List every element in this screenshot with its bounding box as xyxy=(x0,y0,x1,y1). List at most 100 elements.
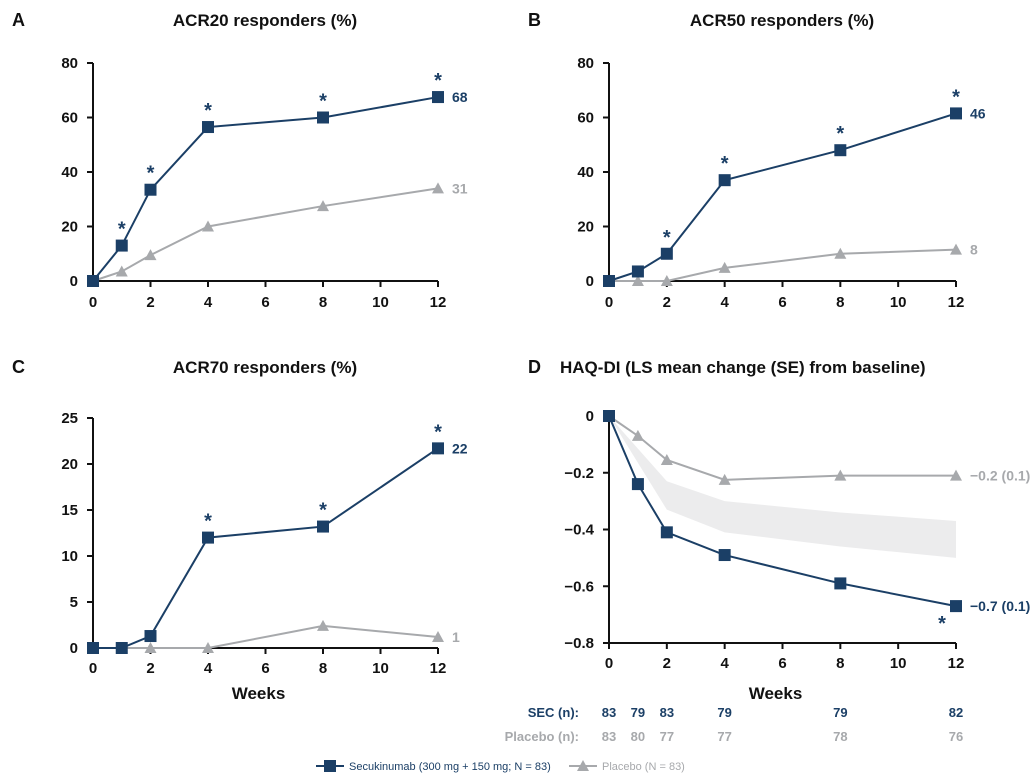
panel-c-placebo-point xyxy=(202,642,214,653)
panel-b-secukinumab-significance-star: * xyxy=(721,153,729,175)
panel-b-placebo-line xyxy=(609,248,957,282)
panel-d-secukinumab-end-label: −0.7 (0.1) xyxy=(970,598,1030,614)
panel-a-x-tick-label: 8 xyxy=(319,294,327,311)
n-at-risk-value: 79 xyxy=(717,705,731,720)
panel-a-placebo-line xyxy=(92,187,439,282)
panel-d-placebo-point xyxy=(660,453,673,465)
panel-a-placebo-end-label: 31 xyxy=(452,180,468,196)
panel-b-secukinumab-point xyxy=(834,144,847,157)
panel-a-y-tick-label: 20 xyxy=(61,219,78,236)
panel-b-x-tick-label: 8 xyxy=(836,294,844,311)
panel-c-secukinumab-point xyxy=(115,642,128,654)
panel-b-placebo-point xyxy=(631,275,644,286)
panel-a-secukinumab-significance-star: * xyxy=(147,163,155,185)
panel-d-y-tick-label: −0.4 xyxy=(564,522,594,539)
panel-c-secukinumab-point xyxy=(144,630,157,643)
legend-placebo-label: Placebo (N = 83) xyxy=(602,761,685,773)
panel-c-y-tick-label: 5 xyxy=(70,594,78,611)
panel-c-secukinumab-significance-star: * xyxy=(434,421,442,443)
panel-c-x-tick-label: 2 xyxy=(146,660,154,677)
n-at-risk-value: 83 xyxy=(602,705,616,720)
panel-b-secukinumab-point xyxy=(660,247,673,260)
panel-b-secukinumab-significance-star: * xyxy=(663,227,671,249)
panel-a-secukinumab-point xyxy=(87,275,99,287)
n-at-risk-value: 79 xyxy=(833,705,847,720)
panel-b-x-tick-label: 2 xyxy=(663,294,671,311)
panel-c-secukinumab-point xyxy=(87,642,99,654)
panel-d-secukinumab-point xyxy=(631,478,644,491)
panel-c-y-tick-label: 0 xyxy=(70,640,78,657)
panel-c-x-tick-label: 0 xyxy=(89,660,97,677)
panel-c-y-tick-label: 15 xyxy=(61,502,78,519)
panel-d-x-tick-label: 12 xyxy=(948,655,965,672)
panel-c-secukinumab-point xyxy=(317,520,329,533)
panel-c-placebo-end-label: 1 xyxy=(452,629,460,645)
panel-c-secukinumab-point xyxy=(202,531,214,544)
panel-b-placebo-point xyxy=(718,261,731,273)
panel-letter-d: D xyxy=(528,357,541,377)
panel-a-x-tick-label: 12 xyxy=(430,294,447,311)
panel-b-x-tick-label: 6 xyxy=(778,294,786,311)
panel-a-secukinumab-point xyxy=(115,239,128,252)
panel-a-secukinumab-point xyxy=(202,121,214,134)
legend-placebo-marker xyxy=(577,760,589,771)
panel-c-secukinumab-point xyxy=(432,442,444,455)
panel-d-x-axis-label: Weeks xyxy=(749,684,803,703)
panel-b-x-tick-label: 4 xyxy=(720,294,729,311)
panel-a-y-tick-label: 0 xyxy=(70,273,78,290)
panel-a-title: ACR20 responders (%) xyxy=(173,11,357,30)
panel-d-secukinumab-point xyxy=(603,410,615,422)
panel-d-x-tick-label: 4 xyxy=(720,655,729,672)
panel-b-y-tick-label: 60 xyxy=(577,110,594,127)
panel-b-secukinumab-point xyxy=(603,275,615,287)
panel-b-secukinumab-end-label: 46 xyxy=(970,105,986,121)
panel-a-secukinumab-point xyxy=(432,91,444,104)
panel-d-se-band xyxy=(609,416,956,558)
panel-b-secukinumab-significance-star: * xyxy=(952,86,960,108)
panel-a-secukinumab-significance-star: * xyxy=(319,91,327,113)
panel-a-y-tick-label: 60 xyxy=(61,110,78,127)
panel-a-x-tick-label: 6 xyxy=(261,294,269,311)
panel-c-secukinumab-significance-star: * xyxy=(204,511,212,533)
panel-a-secukinumab-end-label: 68 xyxy=(452,89,468,105)
panel-d-placebo-point xyxy=(950,469,962,481)
panel-d-y-tick-label: −0.2 xyxy=(564,465,594,482)
panel-a-placebo-point xyxy=(432,182,444,194)
panel-a-x-tick-label: 10 xyxy=(372,294,389,311)
panel-d-secukinumab-line xyxy=(608,415,957,608)
panel-d-placebo-point xyxy=(834,469,847,481)
panel-b-y-tick-label: 0 xyxy=(586,273,594,290)
panel-b-placebo-end-label: 8 xyxy=(970,242,978,258)
panel-b-placebo-point xyxy=(660,275,673,286)
panel-c-secukinumab-line xyxy=(93,447,439,649)
legend: Secukinumab (300 mg + 150 mg; N = 83) Pl… xyxy=(316,760,685,773)
panel-c-title: ACR70 responders (%) xyxy=(173,358,357,377)
panel-c-y-tick-label: 25 xyxy=(61,410,78,427)
legend-secukinumab-label: Secukinumab (300 mg + 150 mg; N = 83) xyxy=(349,761,551,773)
panel-d: D HAQ-DI (LS mean change (SE) from basel… xyxy=(528,357,926,377)
panel-c-secukinumab-significance-star: * xyxy=(319,500,327,522)
panel-c-x-tick-label: 4 xyxy=(204,660,213,677)
n-at-risk-value: 78 xyxy=(833,729,847,744)
panel-d-placebo-point xyxy=(631,429,644,441)
panel-d-secukinumab-point xyxy=(660,526,673,539)
n-at-risk-value: 77 xyxy=(660,729,674,744)
panel-b-secukinumab-point xyxy=(950,107,962,120)
panel-a-placebo-point xyxy=(202,220,214,232)
panel-b-y-tick-label: 80 xyxy=(577,55,594,72)
panel-letter-a: A xyxy=(12,10,25,30)
panel-d-secukinumab-significance-star: * xyxy=(938,613,946,635)
panel-d-placebo-point xyxy=(718,473,731,485)
panel-d-y-tick-label: −0.8 xyxy=(564,635,594,652)
panel-letter-c: C xyxy=(12,357,25,377)
panel-c-placebo-point xyxy=(144,642,157,653)
panel-a-placebo-point xyxy=(144,249,157,261)
panel-a-secukinumab-significance-star: * xyxy=(118,219,126,241)
panel-b-placebo-point xyxy=(950,243,962,255)
panel-c: C ACR70 responders (%) xyxy=(12,357,357,377)
panel-b-title: ACR50 responders (%) xyxy=(690,11,874,30)
